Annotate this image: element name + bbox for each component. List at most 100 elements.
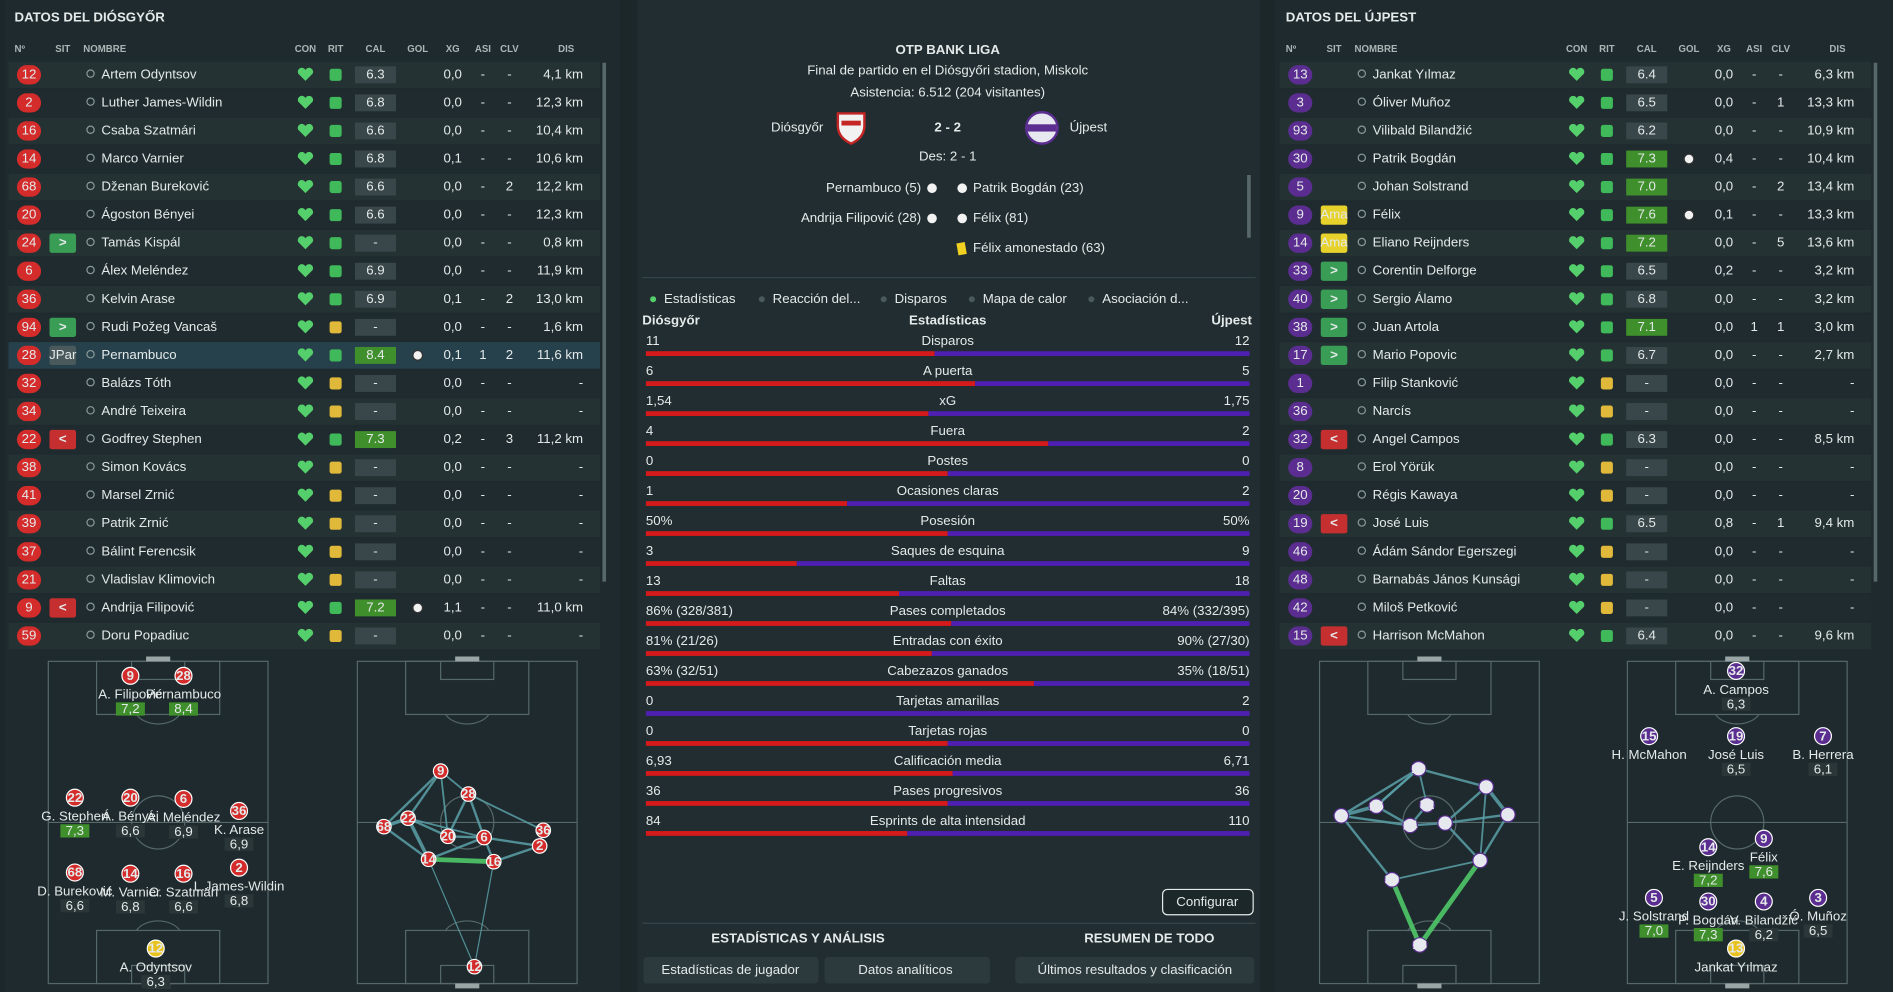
stat-bar-away: [931, 651, 1250, 656]
xg: 0,0: [443, 94, 461, 109]
footer-button-label[interactable]: Últimos resultados y clasificación: [1037, 962, 1232, 977]
stat-away: 110: [1228, 813, 1249, 828]
tab[interactable]: Mapa de calor: [983, 291, 1068, 306]
rating: 6.6: [366, 207, 384, 222]
assists: -: [481, 263, 485, 278]
player-badge: [1809, 888, 1828, 907]
rating-box: [1626, 571, 1668, 589]
network-node: [1411, 937, 1428, 953]
condition-icon: [1569, 376, 1585, 390]
distance: 10,4 km: [536, 122, 583, 137]
pass-link: [1418, 767, 1487, 789]
xg: 0,0: [443, 375, 461, 390]
player-name: Dženan Bureković: [101, 179, 209, 194]
network-node: [460, 786, 477, 802]
distance: -: [1850, 375, 1854, 390]
xg: 0,0: [443, 487, 461, 502]
stat-label: Posesión: [920, 513, 975, 528]
goal: [1725, 656, 1750, 662]
stat-home: 84: [646, 813, 661, 828]
rating-box: [354, 94, 396, 112]
assists: -: [1752, 263, 1756, 278]
pass-link: [1444, 813, 1509, 825]
player-badge: [121, 666, 140, 685]
player-name: Óliver Muñoz: [1373, 94, 1451, 109]
player-number: 9: [1297, 207, 1304, 222]
pass-link: [1479, 813, 1509, 862]
assists: -: [1752, 403, 1756, 418]
tab[interactable]: Estadísticas: [664, 291, 736, 306]
xg: 0,0: [1715, 66, 1733, 81]
goal: [1417, 983, 1442, 989]
footer-button[interactable]: [643, 957, 819, 984]
rhythm-icon: [329, 349, 342, 362]
key-passes: -: [507, 319, 511, 334]
footer-button[interactable]: [1015, 957, 1255, 984]
home-event: Andrija Filipović (28): [801, 210, 921, 225]
tab[interactable]: Asociación d...: [1102, 291, 1188, 306]
number-badge: [16, 233, 42, 253]
network-number: 22: [401, 810, 416, 825]
column-header: DIS: [558, 44, 575, 55]
condition-icon: [297, 236, 314, 250]
player-name: Eliano Reijnders: [1373, 235, 1470, 250]
rating: 6.8: [366, 94, 384, 109]
footer-button[interactable]: [824, 957, 990, 984]
key-passes: -: [1779, 291, 1783, 306]
rating-box: [115, 702, 145, 716]
player-number: 28: [22, 347, 37, 362]
player-label: Ó. Muñoz: [1789, 909, 1847, 924]
xg: 0,4: [1715, 150, 1733, 165]
pitch-line: [135, 920, 181, 931]
network-number: 19: [1411, 761, 1426, 776]
player-number: 40: [1293, 291, 1308, 306]
status-badge: [49, 429, 77, 450]
configure-label[interactable]: Configurar: [1176, 894, 1239, 909]
player-name: Vilibald Bilandžić: [1373, 122, 1473, 137]
rating-box: [1721, 762, 1751, 776]
rating-box: [354, 403, 396, 420]
rhythm-icon: [329, 405, 342, 418]
condition-icon: [297, 628, 314, 643]
number-badge: [16, 401, 42, 422]
key-passes: -: [507, 150, 511, 165]
player-icon: [1357, 490, 1367, 499]
rating-box: [1626, 234, 1668, 252]
event-icon: [927, 213, 937, 224]
distance: -: [1850, 487, 1854, 502]
pass-link: [1340, 815, 1393, 881]
player-number: 4: [1760, 894, 1768, 909]
player-name: Angel Campos: [1373, 431, 1460, 446]
stat-away: 0: [1242, 453, 1249, 468]
distance: 0,8 km: [543, 235, 583, 250]
rating-box: [1626, 66, 1668, 84]
rating-box: [354, 234, 396, 252]
configure-button[interactable]: [1161, 888, 1254, 916]
footer-button-label[interactable]: Datos analíticos: [858, 962, 953, 977]
xg: 0,0: [1715, 319, 1733, 334]
scrollbar: [1873, 62, 1878, 582]
player-rating: 7,2: [121, 701, 139, 716]
tab[interactable]: Reacción del...: [773, 291, 861, 306]
rhythm-icon: [329, 181, 342, 194]
stat-away: 2: [1242, 483, 1249, 498]
xg: 0,0: [443, 543, 461, 558]
network-node: [535, 822, 552, 839]
player-icon: [1357, 434, 1367, 443]
rating: -: [373, 627, 377, 642]
xg: 0,0: [443, 319, 461, 334]
player-rating: 6,5: [1809, 923, 1827, 938]
footer-button-label[interactable]: Estadísticas de jugador: [661, 962, 800, 977]
status: Ama: [1320, 235, 1348, 250]
network-number: 3: [1504, 807, 1511, 822]
player-number: 19: [1293, 515, 1308, 530]
assists: -: [1752, 627, 1756, 642]
xg: 0,0: [443, 627, 461, 642]
condition-icon: [297, 460, 314, 474]
tab[interactable]: Disparos: [895, 291, 948, 306]
rating-box: [1626, 150, 1668, 168]
distance: -: [1850, 403, 1854, 418]
number-badge: [1288, 429, 1313, 450]
player-rating: 6,6: [121, 823, 139, 838]
assists: -: [481, 459, 485, 474]
